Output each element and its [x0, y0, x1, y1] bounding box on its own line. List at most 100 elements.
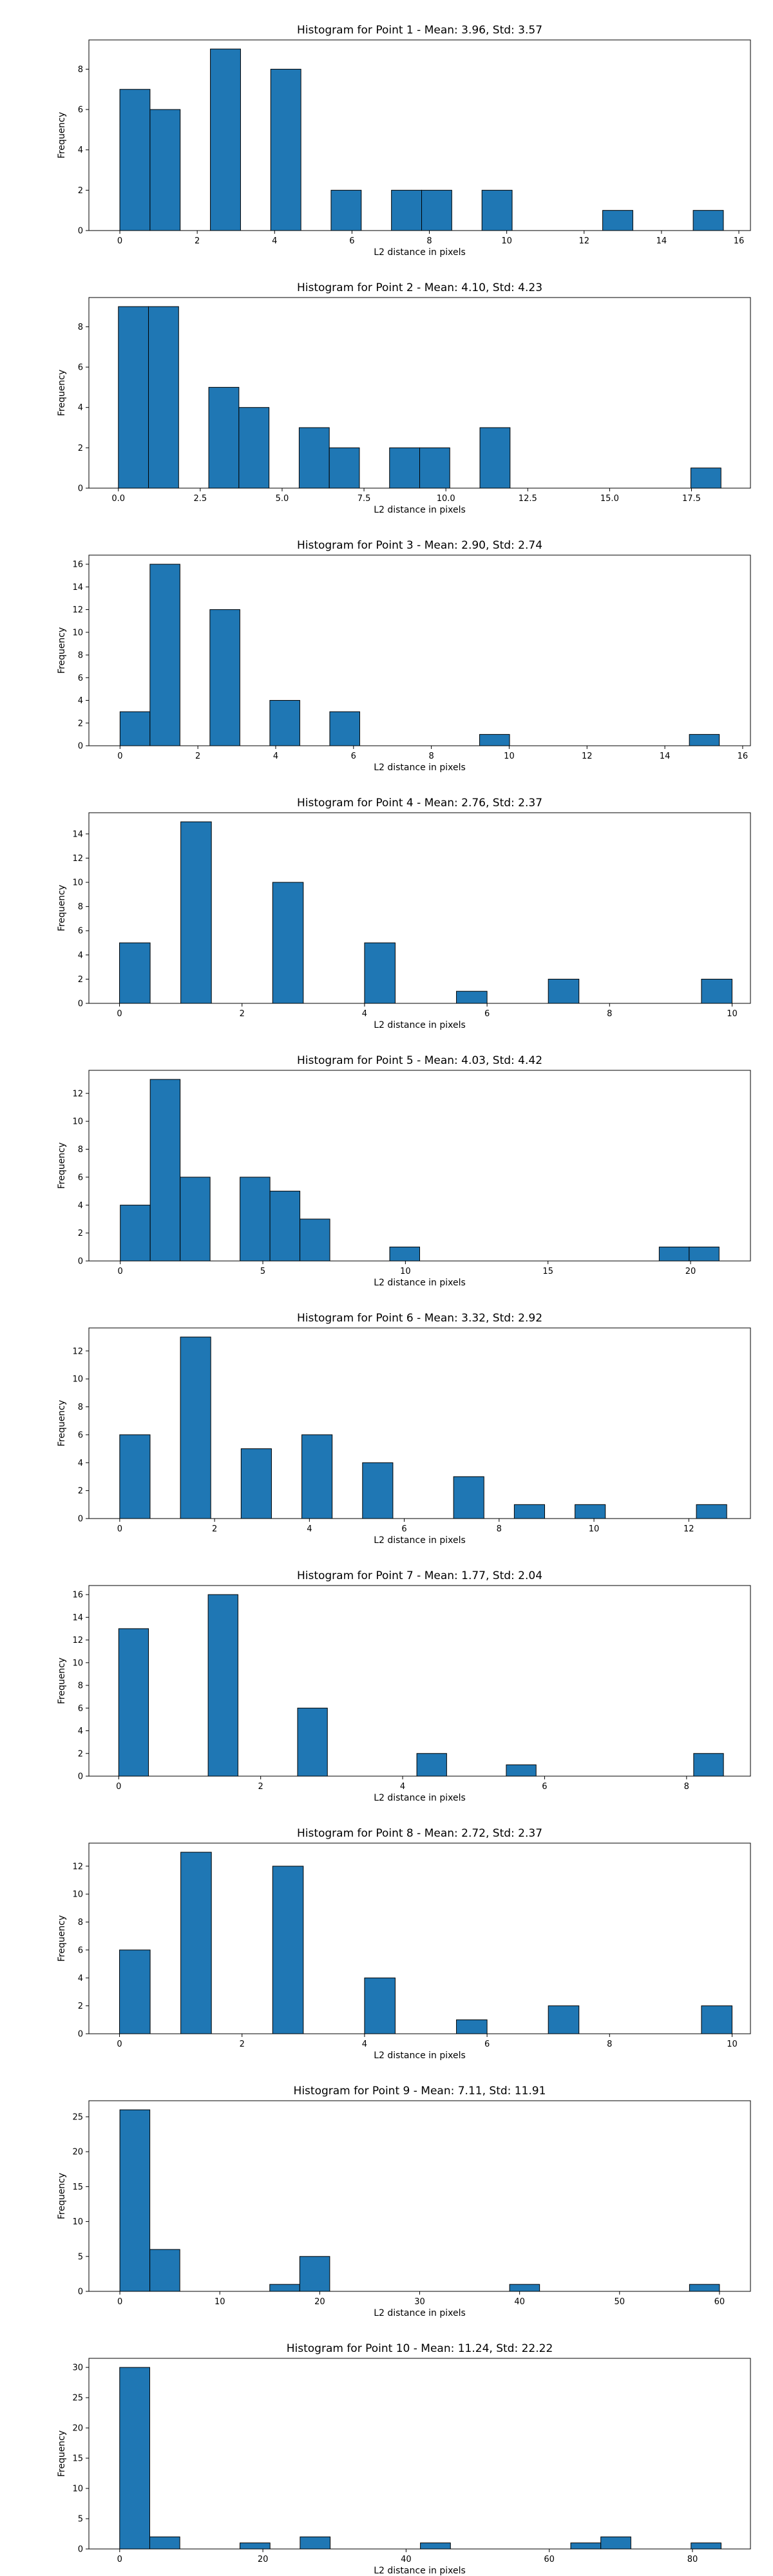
- histogram-panel-7: 0 2 4 6 8 0 2 4 6 8 10 12 14 16 Histogram for Point 7 …: [0, 1546, 773, 1803]
- histogram-panel-9: 0 10 20 30 40 50 60 0 5 10 15 20 25 Histogram for Poi…: [0, 2061, 773, 2318]
- histogram-bar: [301, 1434, 333, 1519]
- x-tick-label: 0: [117, 2297, 122, 2307]
- chart-title: Histogram for Point 10 - Mean: 11.24, St…: [287, 2342, 553, 2355]
- plot-frame: [88, 554, 751, 746]
- histogram-bar: [693, 1753, 724, 1777]
- x-tick-label: 10.0: [437, 494, 455, 504]
- y-tick-label: 8: [78, 323, 83, 332]
- histogram-bar: [689, 2284, 720, 2292]
- y-tick-label: 12: [72, 1089, 83, 1099]
- histogram-bar: [548, 2005, 580, 2034]
- y-tick-label: 4: [78, 1459, 83, 1468]
- y-tick-label: 8: [78, 902, 83, 912]
- y-axis-label: Frequency: [57, 1658, 67, 1704]
- histogram-svg: 0 2 4 6 8 10 0 2 4 6 8 10 12 14 Histogram for Point 4 …: [57, 797, 751, 1030]
- y-tick-label: 4: [78, 1201, 83, 1211]
- x-axis-label: L2 distance in pixels: [374, 1535, 466, 1546]
- histogram-bar: [509, 2284, 540, 2292]
- histogram-bar: [513, 1504, 545, 1519]
- histogram-svg: 0 2 4 6 8 10 12 0 2 4 6 8 10 12 Histogram for Point 6 …: [57, 1312, 751, 1546]
- y-tick-label: 2: [78, 1229, 83, 1238]
- histogram-bar: [416, 1753, 447, 1777]
- histogram-bar: [240, 1448, 272, 1519]
- y-tick-label: 12: [72, 605, 83, 615]
- y-tick-label: 8: [78, 1403, 83, 1412]
- histogram-bar: [692, 210, 724, 231]
- x-tick-label: 50: [614, 2297, 625, 2307]
- histogram-svg: 0.0 2.5 5.0 7.5 10.0 12.5 15.0 17.5 0 2 4 6 8 Histogr…: [57, 281, 751, 515]
- histogram-svg: 0 2 4 6 8 10 12 14 16 0 2 4 6 8 10 12 14 16 Histogram for …: [57, 539, 751, 773]
- histogram-bar: [119, 1434, 151, 1519]
- x-tick-label: 12: [683, 1524, 694, 1534]
- x-axis-label: L2 distance in pixels: [374, 762, 466, 773]
- y-tick-label: 10: [72, 2217, 83, 2227]
- histogram-bar: [180, 1336, 211, 1519]
- y-axis-label: Frequency: [57, 2430, 67, 2477]
- histogram-bar: [297, 1707, 328, 1777]
- y-axis-label: Frequency: [57, 1915, 67, 1962]
- x-tick-label: 2: [195, 752, 200, 761]
- y-axis-label: Frequency: [57, 1400, 67, 1446]
- histogram-bar: [602, 210, 633, 231]
- x-tick-label: 6: [401, 1524, 406, 1534]
- y-axis-label: Frequency: [57, 2173, 67, 2219]
- histogram-bar: [272, 882, 304, 1004]
- histogram-bar: [269, 2284, 300, 2292]
- y-tick-label: 25: [72, 2112, 83, 2122]
- plot-frame: [88, 2100, 751, 2292]
- x-tick-label: 8: [428, 752, 434, 761]
- histogram-bar: [364, 942, 396, 1004]
- y-tick-label: 25: [72, 2394, 83, 2403]
- x-tick-label: 16: [738, 752, 749, 761]
- y-tick-label: 8: [78, 65, 83, 75]
- y-tick-label: 0: [78, 2545, 83, 2555]
- y-tick-label: 8: [78, 1145, 83, 1155]
- y-tick-label: 6: [78, 1704, 83, 1714]
- plot-frame: [88, 1327, 751, 1519]
- x-tick-label: 15: [542, 1267, 553, 1276]
- y-tick-label: 8: [78, 1681, 83, 1691]
- histogram-bar: [689, 1246, 720, 1262]
- histogram-panel-5: 0 5 10 15 20 0 2 4 6 8 10 12 Histogram for Point 5 -…: [0, 1030, 773, 1288]
- x-tick-label: 16: [734, 236, 745, 246]
- y-tick-label: 0: [78, 2030, 83, 2040]
- x-tick-label: 0: [117, 752, 122, 761]
- y-tick-label: 12: [72, 854, 83, 864]
- histogram-bar: [479, 427, 511, 489]
- y-tick-label: 14: [72, 1613, 83, 1623]
- y-tick-label: 10: [72, 878, 83, 888]
- histogram-bar: [120, 1204, 151, 1262]
- y-tick-label: 14: [72, 829, 83, 839]
- y-tick-label: 6: [78, 106, 83, 115]
- x-tick-label: 10: [589, 1524, 600, 1534]
- y-tick-label: 10: [72, 1658, 83, 1668]
- histogram-bar: [149, 1079, 181, 1262]
- histogram-bar: [481, 189, 513, 231]
- y-tick-label: 4: [78, 1727, 83, 1736]
- histogram-bar: [330, 189, 362, 231]
- plot-frame: [88, 297, 751, 489]
- y-axis-label: Frequency: [57, 627, 67, 674]
- y-tick-label: 0: [78, 2287, 83, 2297]
- chart-title: Histogram for Point 9 - Mean: 7.11, Std:…: [294, 2085, 546, 2098]
- y-tick-label: 10: [72, 1375, 83, 1385]
- histogram-bar: [329, 447, 360, 489]
- x-axis-label: L2 distance in pixels: [374, 1020, 466, 1030]
- histogram-bar: [240, 1177, 271, 1262]
- y-axis-label: Frequency: [57, 885, 67, 931]
- y-tick-label: 16: [72, 560, 83, 570]
- histogram-bar: [240, 2543, 271, 2550]
- x-tick-label: 12: [578, 236, 589, 246]
- y-tick-label: 0: [78, 1772, 83, 1782]
- chart-title: Histogram for Point 6 - Mean: 3.32, Std:…: [297, 1312, 542, 1325]
- y-tick-label: 10: [72, 1117, 83, 1127]
- x-axis-label: L2 distance in pixels: [374, 2566, 466, 2576]
- x-tick-label: 0.0: [111, 494, 125, 504]
- x-tick-label: 4: [273, 752, 278, 761]
- x-axis-label: L2 distance in pixels: [374, 247, 466, 258]
- histogram-panel-6: 0 2 4 6 8 10 12 0 2 4 6 8 10 12 Histogram for Point 6 …: [0, 1288, 773, 1546]
- histogram-bar: [691, 2543, 721, 2550]
- histogram-panel-3: 0 2 4 6 8 10 12 14 16 0 2 4 6 8 10 12 14 16 Histogram for …: [0, 515, 773, 773]
- y-tick-label: 0: [78, 484, 83, 494]
- y-tick-label: 2: [78, 719, 83, 728]
